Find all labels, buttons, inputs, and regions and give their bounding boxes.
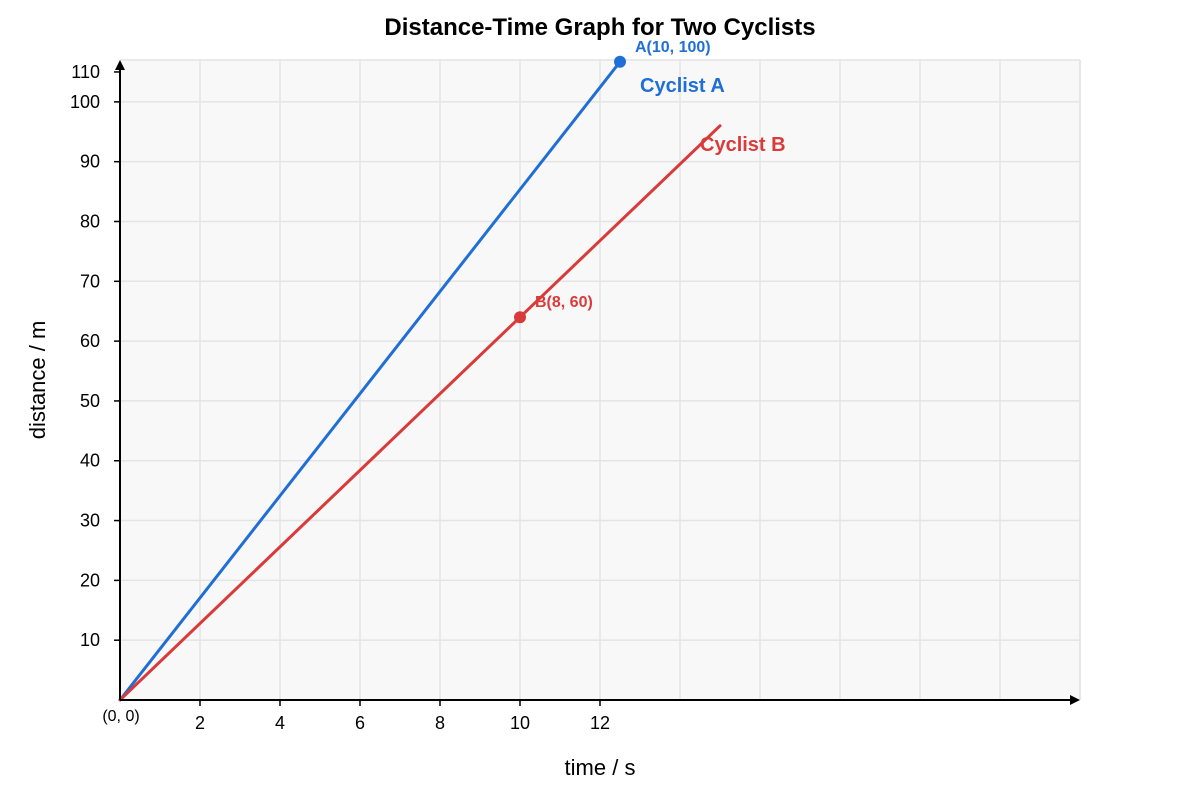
x-tick-label: 6 — [355, 713, 365, 733]
chart-title: Distance-Time Graph for Two Cyclists — [384, 14, 815, 41]
point-label-a: A(10, 100) — [635, 39, 711, 56]
point-markers: A(10, 100) B(8, 60) — [514, 39, 711, 324]
x-tick-label: 12 — [590, 713, 610, 733]
series-label-cyclist-b: Cyclist B — [700, 134, 786, 156]
x-axis-label: time / s — [565, 755, 636, 780]
x-tick-label: 10 — [510, 713, 530, 733]
y-tick-label: 80 — [80, 211, 100, 231]
y-tick-label: 100 — [70, 92, 100, 112]
y-tick-label: 30 — [80, 511, 100, 531]
series-lines — [118, 60, 722, 702]
y-tick-label: 90 — [80, 152, 100, 172]
y-axis-arrow — [115, 60, 125, 70]
y-tick-label: 50 — [80, 391, 100, 411]
point-marker-a — [614, 55, 626, 68]
x-axis-arrow — [1070, 695, 1080, 705]
x-tick-label: 8 — [435, 713, 445, 733]
y-axis-label: distance / m — [25, 321, 50, 440]
series-labels: Cyclist A Cyclist B — [640, 75, 786, 156]
series-line-cyclist-a — [118, 60, 622, 702]
point-marker-b — [514, 311, 526, 324]
x-tick-label: 2 — [195, 713, 205, 733]
series-line-cyclist-b — [118, 124, 722, 702]
series-label-cyclist-a: Cyclist A — [640, 75, 725, 97]
y-tick-label: 70 — [80, 271, 100, 291]
y-tick-label: 10 — [80, 630, 100, 650]
y-tick-label: 60 — [80, 331, 100, 351]
ticks: 2 4 6 8 10 12 10 20 30 40 50 60 70 80 90 100 110 — [70, 62, 610, 733]
origin-label: (0, 0) — [102, 708, 139, 725]
y-tick-label: 20 — [80, 570, 100, 590]
point-label-b: B(8, 60) — [535, 294, 593, 311]
y-tick-label: 40 — [80, 451, 100, 471]
grid — [120, 59, 1081, 700]
x-tick-label: 4 — [275, 713, 285, 733]
y-tick-label: 110 — [71, 62, 100, 82]
